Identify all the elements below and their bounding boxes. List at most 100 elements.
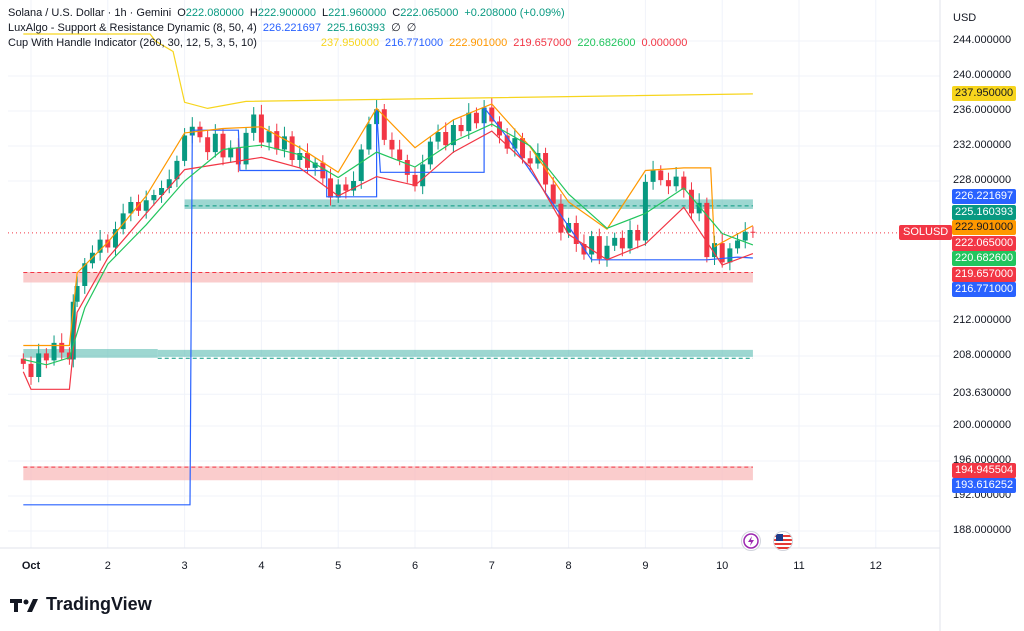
price-label-tag: 219.657000 bbox=[952, 266, 1017, 282]
candle-body bbox=[596, 236, 602, 259]
candle-body bbox=[650, 170, 656, 182]
price-label-tag: 222.065000 bbox=[952, 235, 1017, 251]
time-tick: 7 bbox=[488, 560, 495, 572]
candle-body bbox=[82, 263, 88, 286]
legend-open: O222.080000 bbox=[177, 7, 244, 19]
candle-body bbox=[727, 248, 733, 263]
candle-body bbox=[719, 243, 725, 263]
candle-body bbox=[612, 237, 618, 246]
candle-body bbox=[43, 353, 49, 361]
candle-body bbox=[566, 223, 572, 233]
legend-cup-v6: 0.000000 bbox=[641, 37, 688, 49]
price-label-tag: 216.771000 bbox=[952, 282, 1017, 298]
candle-body bbox=[289, 136, 295, 160]
legend-luxalgo-name: LuxAlgo - Support & Resistance Dynamic (… bbox=[8, 22, 257, 34]
candle-body bbox=[51, 342, 57, 361]
candle-body bbox=[520, 138, 526, 159]
candle-body bbox=[105, 239, 111, 248]
us-flag-event-icon[interactable] bbox=[773, 531, 793, 551]
legend-low: L221.960000 bbox=[322, 7, 387, 19]
candle-body bbox=[36, 353, 42, 377]
candle-body bbox=[266, 131, 272, 143]
price-label-tag: 193.616252 bbox=[952, 478, 1017, 494]
candle-body bbox=[335, 184, 341, 198]
candle-body bbox=[443, 132, 449, 146]
series-line-3 bbox=[22, 130, 754, 390]
series-line-1 bbox=[23, 105, 753, 506]
legend-luxalgo-v4: ∅ bbox=[406, 22, 417, 34]
candle-body bbox=[159, 188, 165, 195]
time-tick: 8 bbox=[565, 560, 572, 572]
legend-cup-name: Cup With Handle Indicator (260, 30, 12, … bbox=[8, 37, 257, 49]
candle-body bbox=[143, 200, 149, 211]
price-tick: 244.000000 bbox=[953, 34, 1012, 46]
candle-body bbox=[619, 237, 625, 249]
candle-body bbox=[205, 137, 211, 153]
candle-body bbox=[212, 133, 218, 153]
time-tick: 10 bbox=[716, 560, 729, 572]
chart-legend: Solana / U.S. Dollar · 1h · Gemini O222.… bbox=[8, 6, 687, 51]
candle-body bbox=[182, 135, 188, 161]
candle-body bbox=[366, 124, 372, 150]
zones bbox=[23, 199, 753, 481]
legend-indicator-luxalgo[interactable]: LuxAlgo - Support & Resistance Dynamic (… bbox=[8, 21, 687, 36]
candle-body bbox=[473, 112, 479, 124]
price-tick: 236.000000 bbox=[953, 104, 1012, 116]
legend-cup-v4: 219.657000 bbox=[513, 37, 572, 49]
price-tick: 208.000000 bbox=[953, 349, 1012, 361]
time-tick: 12 bbox=[869, 560, 882, 572]
candle-body bbox=[112, 229, 118, 248]
candle-body bbox=[351, 181, 357, 191]
candle-body bbox=[681, 176, 687, 190]
price-tick: 212.000000 bbox=[953, 314, 1012, 326]
candle-body bbox=[658, 170, 664, 181]
candle-body bbox=[281, 136, 287, 150]
time-tick: Oct bbox=[21, 560, 41, 572]
candle-body bbox=[274, 131, 280, 150]
tradingview-logo[interactable]: TradingView bbox=[10, 594, 152, 615]
candle-body bbox=[343, 184, 349, 191]
candle-body bbox=[358, 149, 364, 181]
candle-body bbox=[573, 223, 579, 244]
legend-cup-v5: 220.682600 bbox=[577, 37, 636, 49]
price-tick: 200.000000 bbox=[953, 419, 1012, 431]
price-label-tag: 226.221697 bbox=[952, 189, 1017, 205]
support-zone bbox=[157, 349, 753, 357]
time-tick: 11 bbox=[793, 560, 805, 572]
candle-body bbox=[635, 230, 641, 241]
candle-body bbox=[550, 184, 556, 204]
candle-body bbox=[404, 160, 410, 175]
candle-body bbox=[297, 153, 303, 160]
candle-body bbox=[466, 112, 472, 132]
candle-body bbox=[420, 164, 426, 187]
candle-body bbox=[304, 153, 310, 168]
legend-symbol-name[interactable]: Solana / U.S. Dollar · 1h · Gemini bbox=[8, 7, 172, 19]
candle-body bbox=[166, 179, 172, 188]
flash-event-icon[interactable] bbox=[741, 531, 761, 551]
tradingview-wordmark: TradingView bbox=[46, 594, 152, 614]
time-tick: 2 bbox=[104, 560, 111, 572]
currency-label[interactable]: USD bbox=[953, 12, 977, 24]
candle-body bbox=[750, 231, 756, 233]
legend-cup-v2: 216.771000 bbox=[385, 37, 444, 49]
legend-cup-v1: 237.950000 bbox=[320, 37, 379, 49]
candle-body bbox=[642, 181, 648, 241]
candle-body bbox=[251, 114, 257, 133]
tradingview-logo-icon bbox=[10, 598, 38, 612]
candle-body bbox=[197, 126, 203, 138]
candle-body bbox=[527, 158, 533, 164]
legend-close: C222.065000 bbox=[392, 7, 459, 19]
symbol-price-tag: SOLUSD bbox=[899, 225, 953, 241]
legend-indicator-cup-handle[interactable]: Cup With Handle Indicator (260, 30, 12, … bbox=[8, 36, 687, 51]
price-label-tag: 222.901000 bbox=[952, 220, 1017, 236]
candle-body bbox=[328, 178, 334, 198]
candle-body bbox=[120, 213, 126, 230]
price-label-tag: 237.950000 bbox=[952, 86, 1017, 102]
legend-high: H222.900000 bbox=[249, 7, 316, 19]
candle-body bbox=[742, 231, 748, 241]
candle-body bbox=[136, 202, 142, 211]
candle-body bbox=[512, 138, 518, 149]
legend-symbol-row: Solana / U.S. Dollar · 1h · Gemini O222.… bbox=[8, 6, 687, 21]
legend-luxalgo-v3: ∅ bbox=[391, 22, 401, 34]
